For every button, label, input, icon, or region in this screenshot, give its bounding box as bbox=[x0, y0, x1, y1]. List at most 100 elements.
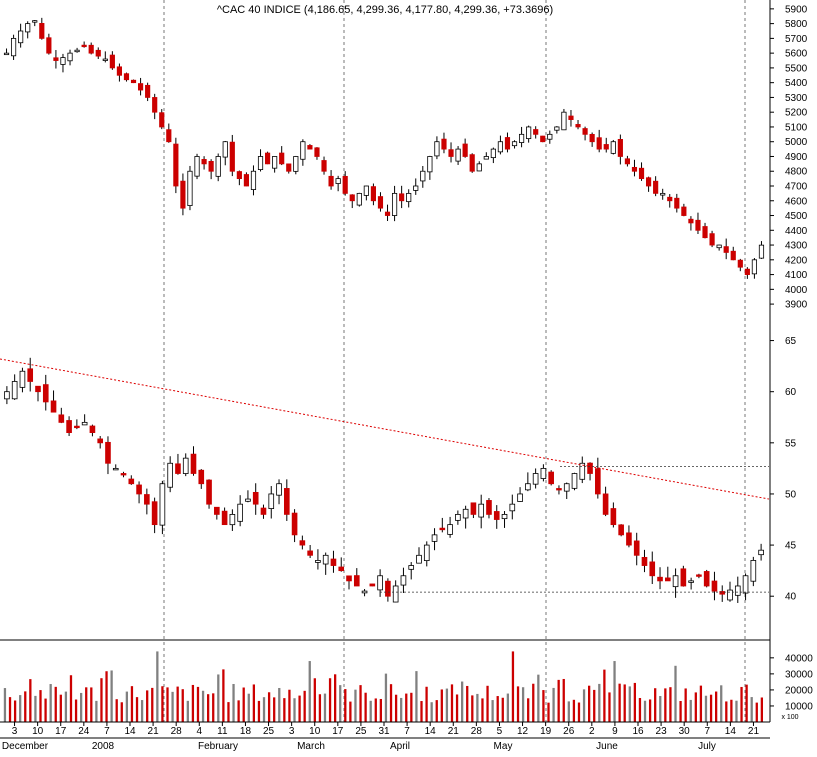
price-axis-label: 4700 bbox=[785, 182, 808, 193]
indicator-candle bbox=[416, 554, 422, 564]
volume-bar bbox=[328, 678, 332, 722]
indicator-candle bbox=[206, 479, 212, 505]
indicator-candle bbox=[742, 575, 749, 594]
price-candle bbox=[286, 163, 292, 172]
volume-bar bbox=[247, 693, 250, 722]
indicator-candle bbox=[431, 534, 438, 542]
indicator-candle bbox=[664, 577, 671, 582]
price-candle bbox=[279, 152, 285, 165]
indicator-candle bbox=[727, 589, 733, 601]
indicator-candle bbox=[74, 425, 80, 429]
x-axis-month-label: 2008 bbox=[92, 741, 115, 752]
volume-bar bbox=[49, 684, 52, 722]
volume-bar bbox=[455, 694, 459, 722]
x-axis-day-label: 2 bbox=[589, 726, 595, 737]
volume-bar bbox=[608, 692, 611, 722]
price-candle bbox=[730, 250, 736, 261]
x-axis-day-label: 5 bbox=[497, 726, 503, 737]
volume-bar bbox=[745, 684, 748, 722]
volume-bar bbox=[120, 702, 123, 722]
price-candle bbox=[653, 180, 659, 194]
indicator-candle bbox=[423, 544, 430, 562]
volume-bar bbox=[618, 683, 621, 722]
x-axis-day-label: 30 bbox=[679, 726, 691, 737]
volume-bar bbox=[293, 698, 296, 722]
indicator-axis-label: 40 bbox=[785, 592, 797, 603]
price-candle bbox=[434, 141, 440, 157]
price-candle bbox=[674, 197, 680, 209]
indicator-candle bbox=[198, 469, 205, 485]
indicator-candle bbox=[408, 565, 415, 570]
x-axis-day-label: 19 bbox=[540, 726, 552, 737]
volume-bar bbox=[90, 687, 93, 722]
volume-bar bbox=[613, 661, 616, 722]
volume-bar bbox=[3, 688, 7, 722]
indicator-candle bbox=[81, 421, 88, 426]
price-candle bbox=[413, 185, 419, 191]
indicator-candle bbox=[361, 590, 368, 594]
indicator-candle bbox=[657, 576, 663, 582]
price-candle bbox=[137, 83, 144, 91]
price-candle bbox=[504, 137, 511, 150]
indicator-candle bbox=[532, 473, 539, 485]
x-axis-day-label: 7 bbox=[104, 726, 110, 737]
price-candle bbox=[554, 126, 560, 131]
price-axis-label: 5600 bbox=[785, 49, 808, 60]
volume-bar bbox=[623, 684, 626, 722]
x-axis-day-label: 23 bbox=[656, 726, 668, 737]
volume-bar bbox=[171, 691, 174, 722]
volume-bar bbox=[334, 674, 337, 722]
volume-bar bbox=[156, 651, 159, 722]
indicator-candle bbox=[252, 491, 259, 505]
price-axis-label: 4800 bbox=[785, 167, 808, 178]
indicator-candle bbox=[525, 483, 531, 491]
indicator-candle bbox=[50, 400, 57, 413]
volume-bar bbox=[379, 698, 383, 722]
indicator-candle bbox=[260, 507, 267, 515]
price-candle bbox=[10, 37, 17, 57]
indicator-candle bbox=[66, 420, 72, 433]
price-candle bbox=[610, 141, 616, 154]
volume-bar bbox=[415, 671, 418, 722]
price-candle bbox=[526, 126, 532, 140]
volume-bar bbox=[303, 690, 306, 722]
volume-bar bbox=[664, 688, 667, 722]
volume-bar bbox=[394, 694, 398, 722]
indicator-candle bbox=[680, 568, 687, 587]
price-candle bbox=[293, 156, 299, 172]
volume-bar bbox=[430, 702, 433, 722]
volume-bar bbox=[313, 678, 316, 722]
x-axis-day-label: 16 bbox=[632, 726, 644, 737]
indicator-candle bbox=[610, 508, 617, 526]
indicator-candle bbox=[486, 500, 492, 515]
volume-bar bbox=[222, 669, 225, 722]
volume-bar bbox=[461, 681, 464, 722]
indicator-candle bbox=[688, 580, 694, 583]
volume-bar bbox=[135, 697, 139, 722]
indicator-candle bbox=[97, 438, 104, 444]
volume-bar bbox=[730, 699, 733, 722]
price-candle bbox=[74, 49, 80, 53]
indicator-candle bbox=[540, 467, 547, 479]
indicator-candle bbox=[128, 478, 135, 485]
volume-bar bbox=[140, 700, 144, 722]
volume-bar bbox=[95, 700, 98, 722]
x-axis-day-label: 11 bbox=[217, 726, 228, 737]
volume-bar bbox=[425, 686, 428, 722]
price-candle bbox=[582, 128, 588, 135]
indicator-candle bbox=[58, 414, 65, 423]
indicator-candle bbox=[719, 591, 726, 595]
volume-bar bbox=[59, 694, 62, 722]
volume-bar bbox=[593, 689, 596, 722]
volume-axis-label: 30000 bbox=[785, 669, 813, 680]
indicator-candle bbox=[19, 370, 26, 388]
x-axis-day-label: 14 bbox=[725, 726, 737, 737]
x-axis-month-label: April bbox=[390, 741, 410, 752]
volume-bar bbox=[267, 692, 271, 722]
volume-bar bbox=[283, 698, 286, 722]
x-axis-day-label: 31 bbox=[378, 726, 390, 737]
volume-bar bbox=[552, 687, 555, 722]
volume-bar bbox=[704, 695, 708, 722]
price-candle bbox=[737, 259, 743, 268]
volume-bar bbox=[34, 695, 37, 722]
